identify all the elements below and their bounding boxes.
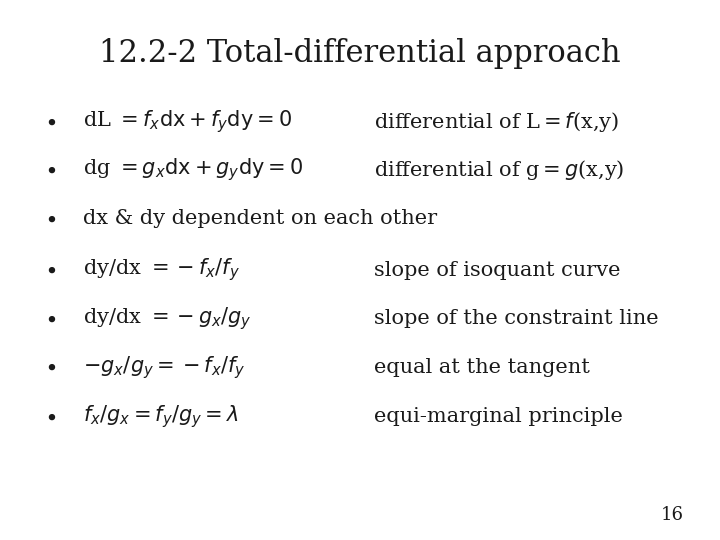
Text: $\bullet$: $\bullet$ xyxy=(45,111,56,132)
Text: dx & dy dependent on each other: dx & dy dependent on each other xyxy=(83,209,437,228)
Text: 16: 16 xyxy=(661,506,684,524)
Text: $f_x/ g_x = f_y/g_y = \lambda$: $f_x/ g_x = f_y/g_y = \lambda$ xyxy=(83,403,238,430)
Text: $\bullet$: $\bullet$ xyxy=(45,308,56,329)
Text: $\bullet$: $\bullet$ xyxy=(45,407,56,427)
Text: slope of isoquant curve: slope of isoquant curve xyxy=(374,260,621,280)
Text: $\bullet$: $\bullet$ xyxy=(45,208,56,229)
Text: dL $= f_x\mathrm{dx} + f_y\mathrm{dy} = 0$: dL $= f_x\mathrm{dx} + f_y\mathrm{dy} = … xyxy=(83,108,292,135)
Text: dy/dx $= -g_x/g_y$: dy/dx $= -g_x/g_y$ xyxy=(83,305,251,332)
Text: differential of L$=f$(x,y): differential of L$=f$(x,y) xyxy=(374,110,619,133)
Text: dy/dx $= -f_x/ f_y$: dy/dx $= -f_x/ f_y$ xyxy=(83,256,240,284)
Text: equi-marginal principle: equi-marginal principle xyxy=(374,407,624,427)
Text: 12.2-2 Total-differential approach: 12.2-2 Total-differential approach xyxy=(99,38,621,69)
Text: dg $= g_x\mathrm{dx} + g_y\mathrm{dy} = 0$: dg $= g_x\mathrm{dx} + g_y\mathrm{dy} = … xyxy=(83,157,303,184)
Text: $\bullet$: $\bullet$ xyxy=(45,260,56,280)
Text: slope of the constraint line: slope of the constraint line xyxy=(374,309,659,328)
Text: $-g_x /g_y = -f_x/f_y$: $-g_x /g_y = -f_x/f_y$ xyxy=(83,354,246,381)
Text: $\bullet$: $\bullet$ xyxy=(45,357,56,377)
Text: equal at the tangent: equal at the tangent xyxy=(374,357,590,377)
Text: $\bullet$: $\bullet$ xyxy=(45,160,56,180)
Text: differential of g$=g$(x,y): differential of g$=g$(x,y) xyxy=(374,158,625,182)
